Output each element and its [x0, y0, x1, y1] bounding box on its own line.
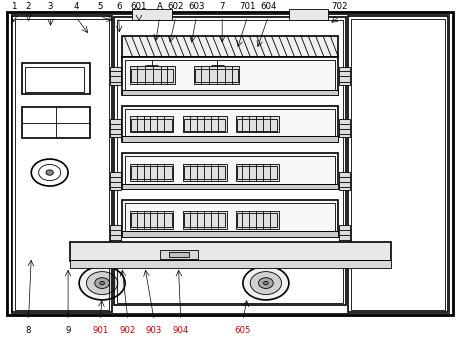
- Bar: [131, 69, 173, 82]
- Bar: [122, 136, 337, 142]
- Bar: [70, 242, 390, 261]
- Text: 701: 701: [239, 2, 255, 11]
- Bar: [183, 164, 226, 181]
- Bar: [183, 116, 226, 132]
- Text: 1: 1: [11, 2, 17, 11]
- Bar: [122, 184, 337, 189]
- Bar: [22, 107, 90, 138]
- Bar: [22, 63, 90, 94]
- Circle shape: [46, 170, 53, 175]
- Bar: [131, 119, 171, 131]
- Bar: [169, 252, 188, 257]
- Bar: [184, 119, 224, 131]
- Bar: [70, 260, 390, 268]
- Text: 603: 603: [188, 2, 204, 11]
- Circle shape: [140, 57, 162, 73]
- Bar: [117, 20, 342, 303]
- Bar: [195, 69, 237, 82]
- Bar: [132, 9, 171, 20]
- Circle shape: [79, 266, 125, 300]
- Bar: [235, 164, 279, 181]
- Bar: [110, 172, 120, 190]
- Text: 601: 601: [130, 2, 147, 11]
- Circle shape: [242, 266, 288, 300]
- Text: 605: 605: [234, 326, 251, 335]
- Text: 6: 6: [116, 2, 121, 11]
- Bar: [131, 213, 171, 227]
- Bar: [129, 211, 173, 229]
- Bar: [351, 19, 444, 310]
- Bar: [339, 172, 349, 190]
- Text: 602: 602: [167, 2, 184, 11]
- Bar: [236, 213, 277, 227]
- Text: 902: 902: [119, 326, 136, 335]
- Bar: [236, 119, 277, 131]
- Bar: [122, 106, 337, 142]
- Text: 8: 8: [26, 326, 31, 335]
- Text: 3: 3: [48, 2, 53, 11]
- Bar: [131, 166, 171, 179]
- Bar: [110, 119, 120, 137]
- Bar: [339, 119, 349, 137]
- Text: 702: 702: [330, 2, 347, 11]
- Bar: [339, 67, 349, 85]
- Circle shape: [250, 272, 281, 295]
- Circle shape: [263, 281, 268, 285]
- Bar: [125, 60, 334, 93]
- Bar: [122, 200, 337, 237]
- Text: 604: 604: [259, 2, 276, 11]
- Circle shape: [212, 61, 221, 68]
- Bar: [110, 225, 120, 243]
- Bar: [122, 90, 337, 95]
- Bar: [235, 211, 279, 229]
- Bar: [122, 57, 337, 95]
- Bar: [129, 66, 174, 84]
- Circle shape: [95, 278, 109, 288]
- Bar: [160, 250, 197, 259]
- Bar: [125, 156, 334, 187]
- Text: 901: 901: [92, 326, 108, 335]
- Circle shape: [147, 61, 156, 68]
- Circle shape: [206, 57, 228, 73]
- Text: 2: 2: [26, 2, 31, 11]
- Circle shape: [100, 281, 104, 285]
- Text: 904: 904: [172, 326, 189, 335]
- Text: 9: 9: [65, 326, 71, 335]
- Bar: [122, 153, 337, 189]
- Bar: [184, 166, 224, 179]
- Bar: [122, 36, 337, 57]
- Bar: [194, 66, 239, 84]
- Bar: [125, 109, 334, 140]
- Bar: [122, 231, 337, 237]
- Bar: [184, 213, 224, 227]
- Text: 7: 7: [219, 2, 224, 11]
- Bar: [110, 67, 120, 85]
- Bar: [12, 16, 112, 312]
- Bar: [339, 225, 349, 243]
- Circle shape: [86, 272, 118, 295]
- Bar: [125, 203, 334, 235]
- Bar: [114, 17, 346, 305]
- Bar: [288, 9, 327, 20]
- Bar: [347, 16, 448, 312]
- Text: 4: 4: [73, 2, 78, 11]
- Text: 903: 903: [146, 326, 162, 335]
- Bar: [183, 211, 226, 229]
- Text: 5: 5: [97, 2, 103, 11]
- Bar: [25, 67, 84, 92]
- Bar: [15, 19, 109, 310]
- Text: A: A: [157, 2, 162, 11]
- Bar: [11, 14, 448, 313]
- Bar: [236, 166, 277, 179]
- Bar: [129, 164, 173, 181]
- Circle shape: [258, 278, 273, 288]
- Bar: [235, 116, 279, 132]
- Bar: [129, 116, 173, 132]
